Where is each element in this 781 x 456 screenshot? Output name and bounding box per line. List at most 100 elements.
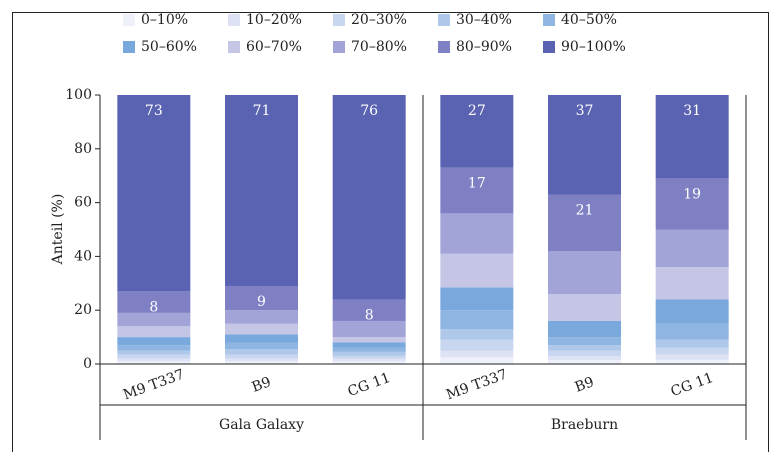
legend-label: 60–70% (246, 39, 302, 55)
group-label: Gala Galaxy (219, 417, 304, 433)
bar-segment (548, 251, 621, 295)
y-tick-label: 0 (83, 356, 92, 372)
frame (12, 12, 769, 456)
bar-segment (440, 339, 514, 351)
value-label: 21 (576, 203, 594, 219)
bar-segment (225, 323, 298, 335)
bar-segment (117, 312, 191, 327)
bar-segment (440, 357, 514, 364)
legend-label: 40–50% (561, 12, 617, 28)
bar-segment (332, 351, 406, 356)
bar-segment (548, 359, 621, 364)
bar-segment (332, 347, 406, 352)
legend-label: 10–20% (246, 12, 302, 28)
legend-swatch (333, 41, 345, 53)
value-label: 31 (683, 103, 701, 119)
bar-segment (655, 299, 729, 324)
bar-segment (440, 95, 514, 168)
bar-segment (117, 350, 191, 355)
x-tick-label: B9 (573, 374, 597, 396)
bar-segment (225, 95, 298, 286)
legend-swatch (438, 41, 450, 53)
bar-segment (225, 342, 298, 350)
bar-segment (117, 326, 191, 338)
value-label: 8 (149, 299, 158, 315)
bar-segment (225, 285, 298, 311)
value-label: 27 (468, 103, 486, 119)
bar-segment (225, 358, 298, 362)
bar-segment (117, 337, 191, 346)
value-label: 19 (683, 186, 701, 202)
bar-segment (440, 167, 514, 214)
bar-segment (655, 359, 729, 364)
legend-swatch (228, 14, 240, 26)
value-label: 8 (365, 307, 374, 323)
bar-segment (225, 354, 298, 359)
bar-segment (655, 178, 729, 230)
bar-segment (117, 361, 191, 364)
bar-segment (117, 95, 191, 292)
bar-segment (655, 95, 729, 179)
legend-label: 90–100% (561, 39, 626, 55)
y-axis-label: Anteil (%) (50, 194, 66, 266)
bar-segment (440, 287, 514, 311)
bar-segment (548, 337, 621, 346)
y-tick-label: 80 (74, 141, 92, 157)
bar-segment (332, 355, 406, 359)
x-tick-label: CG 11 (669, 370, 716, 400)
bar-segment (332, 337, 406, 343)
bar-segment (548, 345, 621, 351)
bar-segment (440, 213, 514, 254)
y-tick-label: 100 (65, 87, 92, 103)
bar-segment (332, 342, 406, 348)
bar-segment (548, 194, 621, 252)
bar-segment (332, 358, 406, 362)
bar-segment (332, 320, 406, 338)
bar-segment (440, 310, 514, 330)
bar-segment (332, 95, 406, 300)
y-tick-label: 60 (74, 195, 92, 211)
x-tick-label: M9 T337 (121, 367, 186, 404)
legend-label: 0–10% (141, 12, 188, 28)
legend-swatch (438, 14, 450, 26)
y-tick-label: 20 (74, 302, 92, 318)
value-label: 71 (253, 103, 271, 119)
value-label: 73 (145, 103, 163, 119)
bar-segment (655, 267, 729, 300)
bar-segment (655, 323, 729, 340)
value-label: 76 (360, 103, 378, 119)
bar-segment (225, 361, 298, 364)
bar-segment (225, 334, 298, 343)
bar-segment (655, 339, 729, 348)
bar-segment (332, 299, 406, 321)
legend-label: 30–40% (456, 12, 512, 28)
bar-segment (440, 329, 514, 340)
legend-label: 70–80% (351, 39, 407, 55)
value-label: 37 (576, 103, 594, 119)
bar-segment (655, 229, 729, 268)
bar-segment (117, 345, 191, 351)
legend-swatch (543, 14, 555, 26)
bar-segment (548, 294, 621, 321)
bar-segment (548, 95, 621, 195)
legend-label: 50–60% (141, 39, 197, 55)
x-tick-label: CG 11 (346, 370, 393, 400)
bar-segment (548, 355, 621, 360)
legend-swatch (333, 14, 345, 26)
legend-label: 80–90% (456, 39, 512, 55)
group-label: Braeburn (551, 417, 618, 433)
bar-segment (332, 361, 406, 364)
legend-swatch (123, 41, 135, 53)
bar-segment (117, 354, 191, 359)
bar-segment (225, 310, 298, 324)
bar-segment (117, 291, 191, 313)
legend-swatch (543, 41, 555, 53)
bar-segment (548, 320, 621, 338)
bar-segment (655, 354, 729, 360)
x-tick-label: M9 T337 (444, 367, 509, 404)
bar-segment (225, 349, 298, 355)
value-label: 9 (257, 294, 266, 310)
bar-segment (440, 350, 514, 358)
bar-segment (440, 253, 514, 288)
